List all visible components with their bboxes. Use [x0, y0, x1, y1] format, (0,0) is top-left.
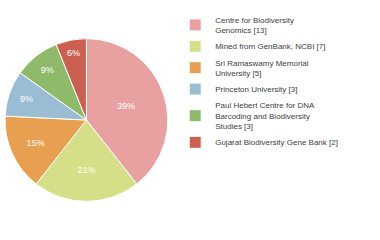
svg-text:9%: 9% — [20, 94, 33, 104]
svg-text:Centre for BiodiversityGenomic: Centre for BiodiversityGenomics [13] — [215, 16, 294, 35]
svg-text:Sri Ramaswamy MemorialUniversi: Sri Ramaswamy MemorialUniversity [5] — [215, 59, 309, 78]
svg-text:6%: 6% — [67, 48, 80, 58]
svg-text:Princeton University [3]: Princeton University [3] — [215, 85, 297, 94]
svg-text:21%: 21% — [77, 165, 95, 175]
svg-text:Gujarat Biodiversity Gene Bank: Gujarat Biodiversity Gene Bank [2] — [215, 138, 338, 147]
svg-text:15%: 15% — [27, 138, 45, 148]
svg-text:Mined from GenBank, NCBI [7]: Mined from GenBank, NCBI [7] — [215, 42, 325, 51]
svg-text:9%: 9% — [41, 65, 54, 75]
svg-text:Paul Hebert Centre for DNABarc: Paul Hebert Centre for DNABarcoding and … — [215, 101, 315, 131]
svg-text:39%: 39% — [117, 101, 135, 111]
